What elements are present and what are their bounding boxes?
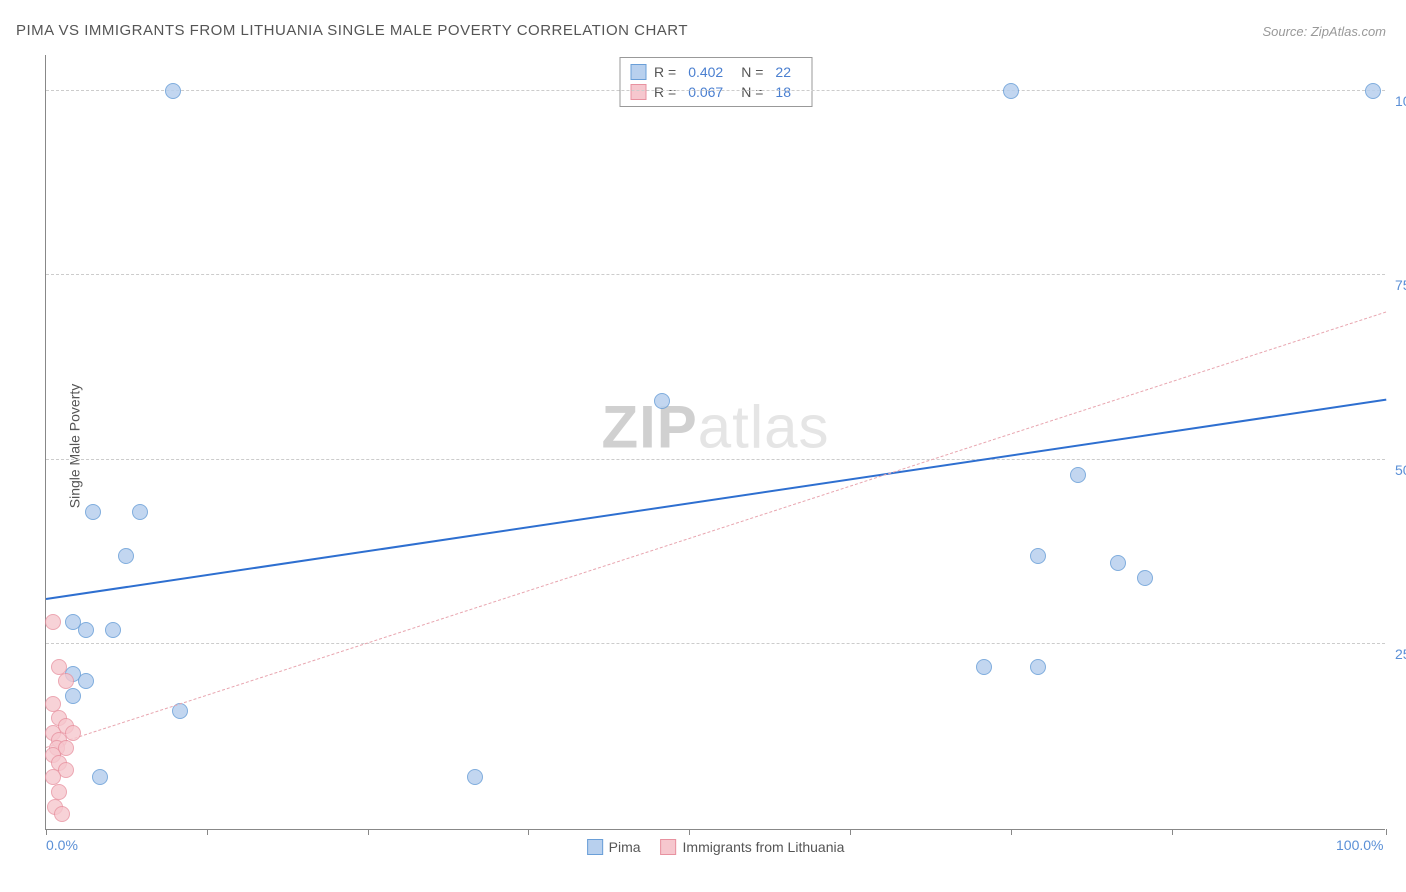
legend-row: R = 0.402 N = 22 — [630, 62, 801, 82]
data-point — [976, 659, 992, 675]
x-tick — [46, 829, 47, 835]
legend-r-value: 0.067 — [688, 84, 723, 100]
data-point — [105, 622, 121, 638]
data-point — [58, 673, 74, 689]
data-point — [467, 769, 483, 785]
data-point — [45, 696, 61, 712]
x-tick — [1172, 829, 1173, 835]
plot-area: ZIPatlas R =0.402N =22R =0.067N =18 Pima… — [45, 55, 1385, 830]
data-point — [165, 83, 181, 99]
series-legend: Pima Immigrants from Lithuania — [587, 839, 845, 855]
legend-r-label: R = — [654, 64, 676, 80]
x-tick — [368, 829, 369, 835]
x-tick — [207, 829, 208, 835]
x-tick — [1386, 829, 1387, 835]
watermark-text: ZIPatlas — [601, 392, 829, 461]
data-point — [51, 784, 67, 800]
x-tick-label: 100.0% — [1336, 837, 1383, 853]
data-point — [78, 673, 94, 689]
trend-line-immigrants-from-lithuania — [46, 311, 1386, 747]
legend-n-label: N = — [741, 64, 763, 80]
data-point — [78, 622, 94, 638]
legend-swatch — [587, 839, 603, 855]
gridline-h — [46, 274, 1385, 275]
y-tick-label: 75.0% — [1395, 277, 1406, 293]
legend-n-label: N = — [741, 84, 763, 100]
bottom-legend-item: Pima — [587, 839, 641, 855]
data-point — [85, 504, 101, 520]
correlation-legend: R = 0.402 N = 22 R = 0.067 N = 18 — [619, 57, 812, 107]
data-point — [132, 504, 148, 520]
x-tick — [1011, 829, 1012, 835]
data-point — [118, 548, 134, 564]
data-point — [45, 769, 61, 785]
y-tick-label: 100.0% — [1395, 93, 1406, 109]
gridline-h — [46, 90, 1385, 91]
legend-row: R = 0.067 N = 18 — [630, 82, 801, 102]
source-attribution: Source: ZipAtlas.com — [1262, 24, 1386, 39]
data-point — [65, 688, 81, 704]
data-point — [45, 614, 61, 630]
data-point — [1030, 548, 1046, 564]
data-point — [1365, 83, 1381, 99]
legend-n-value: 22 — [775, 64, 791, 80]
data-point — [51, 659, 67, 675]
y-tick-label: 25.0% — [1395, 646, 1406, 662]
x-tick — [689, 829, 690, 835]
data-point — [65, 725, 81, 741]
legend-r-value: 0.402 — [688, 64, 723, 80]
legend-n-value: 18 — [775, 84, 791, 100]
data-point — [92, 769, 108, 785]
x-tick — [528, 829, 529, 835]
legend-swatch — [630, 84, 646, 100]
x-tick-label: 0.0% — [46, 837, 78, 853]
legend-series-name: Pima — [609, 839, 641, 855]
chart-title: PIMA VS IMMIGRANTS FROM LITHUANIA SINGLE… — [16, 22, 688, 39]
data-point — [54, 806, 70, 822]
gridline-h — [46, 459, 1385, 460]
gridline-h — [46, 643, 1385, 644]
data-point — [1070, 467, 1086, 483]
data-point — [1030, 659, 1046, 675]
legend-swatch — [630, 64, 646, 80]
x-tick — [850, 829, 851, 835]
data-point — [1137, 570, 1153, 586]
data-point — [1003, 83, 1019, 99]
data-point — [654, 393, 670, 409]
legend-series-name: Immigrants from Lithuania — [683, 839, 845, 855]
trend-line-pima — [46, 399, 1386, 600]
bottom-legend-item: Immigrants from Lithuania — [661, 839, 845, 855]
legend-swatch — [661, 839, 677, 855]
legend-r-label: R = — [654, 84, 676, 100]
data-point — [1110, 555, 1126, 571]
y-tick-label: 50.0% — [1395, 462, 1406, 478]
